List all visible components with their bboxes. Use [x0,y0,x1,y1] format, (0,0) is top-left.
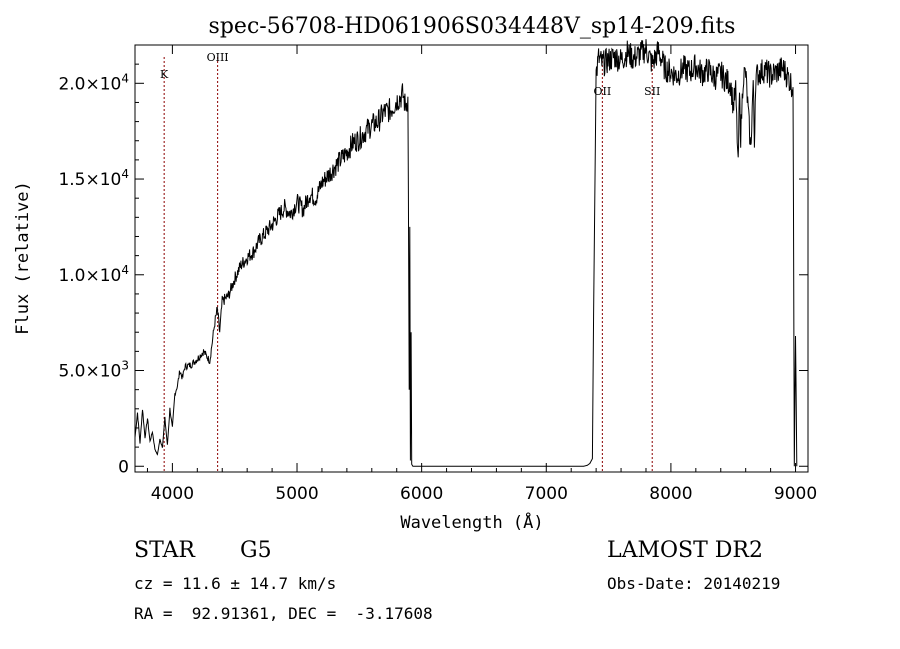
y-tick-label: 1.5×104 [58,167,129,190]
chart-title: spec-56708-HD061906S034448V_sp14-209.fit… [209,14,736,39]
y-tick-label: 2.0×104 [58,71,129,94]
spectral-line-label: OII [594,85,612,98]
obs-date: Obs-Date: 20140219 [607,574,781,593]
plot-frame [134,44,809,473]
x-tick-label: 6000 [400,484,443,504]
x-tick-label: 4000 [151,484,194,504]
x-axis-label: Wavelength (Å) [400,511,543,533]
spectral-line-label: SII [644,85,660,98]
y-axis-label: Flux (relative) [13,181,33,335]
y-tick-label: 1.0×104 [58,263,129,286]
y-tick-label: 0 [118,457,129,477]
x-tick-label: 9000 [774,484,817,504]
spectral-line-label: OIII [207,51,229,64]
y-tick-label: 5.0×103 [58,359,129,382]
x-tick-label: 7000 [525,484,568,504]
spectrum-line [134,39,798,467]
spectral-line-label: K [160,68,169,81]
object-class: STAR [134,538,195,563]
redshift-cz: cz = 11.6 ± 14.7 km/s [134,574,337,593]
object-subclass: G5 [240,538,272,563]
x-tick-label: 8000 [649,484,692,504]
x-tick-label: 5000 [275,484,318,504]
survey-name: LAMOST DR2 [607,538,763,563]
ra-dec: RA = 92.91361, DEC = -3.17608 [134,604,433,623]
